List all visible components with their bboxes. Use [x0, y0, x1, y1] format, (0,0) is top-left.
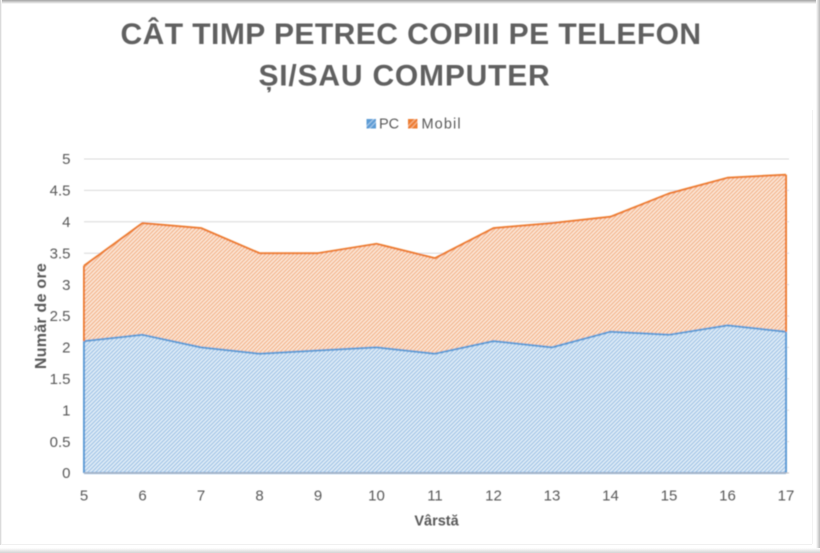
svg-text:14: 14 — [602, 488, 619, 505]
svg-text:6: 6 — [138, 488, 146, 505]
svg-text:2.5: 2.5 — [50, 308, 71, 325]
svg-text:11: 11 — [427, 488, 443, 505]
svg-text:3: 3 — [62, 277, 70, 294]
svg-text:0.5: 0.5 — [50, 434, 71, 451]
svg-text:17: 17 — [778, 488, 795, 505]
svg-text:CÂT TIMP PETREC COPIII PE TELE: CÂT TIMP PETREC COPIII PE TELEFON — [120, 17, 701, 51]
svg-text:7: 7 — [197, 488, 205, 505]
svg-text:PC: PC — [379, 117, 399, 133]
svg-text:10: 10 — [368, 488, 385, 505]
svg-text:ȘI/SAU COMPUTER: ȘI/SAU COMPUTER — [258, 60, 550, 93]
svg-text:8: 8 — [255, 488, 263, 505]
svg-text:12: 12 — [485, 488, 502, 505]
svg-text:1: 1 — [62, 402, 70, 419]
svg-text:3.5: 3.5 — [50, 245, 71, 262]
svg-text:15: 15 — [661, 488, 678, 505]
svg-text:1.5: 1.5 — [50, 371, 71, 388]
svg-text:5: 5 — [62, 151, 70, 168]
svg-text:Număr de ore: Număr de ore — [33, 263, 50, 369]
svg-text:2: 2 — [62, 340, 70, 357]
svg-text:4: 4 — [62, 214, 70, 231]
svg-text:4.5: 4.5 — [50, 183, 71, 200]
svg-text:9: 9 — [314, 488, 322, 505]
svg-text:Vârstă: Vârstă — [414, 514, 459, 530]
svg-text:13: 13 — [544, 488, 561, 505]
svg-text:Mobil: Mobil — [422, 117, 462, 133]
svg-text:16: 16 — [719, 488, 736, 505]
svg-text:0: 0 — [62, 465, 70, 482]
svg-text:5: 5 — [80, 488, 88, 505]
